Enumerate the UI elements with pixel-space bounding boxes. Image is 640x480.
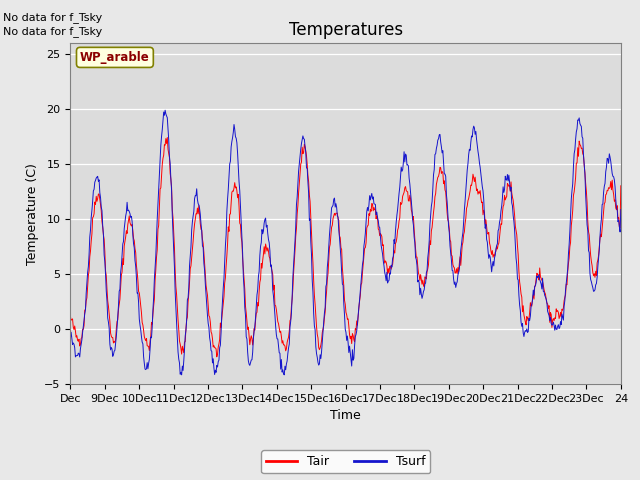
Tair (67, 313, 74, 319)
Tsurf (67, 336, 74, 341)
Tair (617, 183, 625, 189)
Tair (163, 135, 171, 141)
Tsurf (404, 162, 412, 168)
Tair (282, 348, 289, 354)
Tsurf (260, 220, 268, 226)
Tair (131, 246, 139, 252)
Tair (404, 189, 412, 195)
Tsurf (282, 367, 289, 372)
Tair (261, 251, 269, 257)
Tsurf (435, 136, 442, 142)
Line: Tsurf: Tsurf (70, 110, 621, 375)
Tsurf (280, 372, 288, 378)
Text: No data for f_Tsky: No data for f_Tsky (3, 26, 102, 37)
Y-axis label: Temperature (C): Temperature (C) (26, 163, 39, 264)
Line: Tair: Tair (70, 138, 621, 357)
Tair (435, 173, 442, 179)
Tsurf (233, 140, 241, 145)
Title: Temperatures: Temperatures (289, 21, 403, 39)
Legend: Tair, Tsurf: Tair, Tsurf (261, 450, 430, 473)
Text: WP_arable: WP_arable (80, 51, 150, 64)
Text: No data for f_Tsky: No data for f_Tsky (3, 12, 102, 23)
Tsurf (131, 258, 139, 264)
Tair (213, 354, 221, 360)
Tsurf (617, 207, 625, 213)
Tsurf (161, 108, 169, 113)
X-axis label: Time: Time (330, 409, 361, 422)
Tair (234, 195, 241, 201)
